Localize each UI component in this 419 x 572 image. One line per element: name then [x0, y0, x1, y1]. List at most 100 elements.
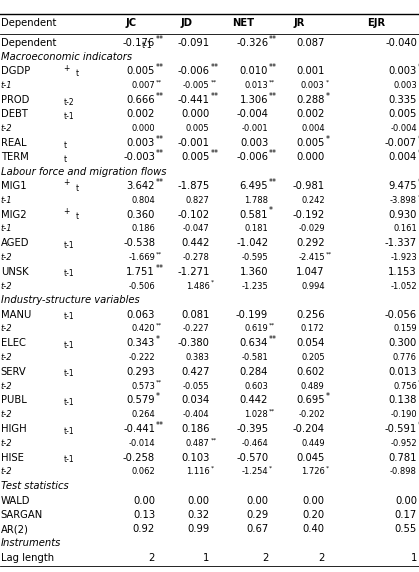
Text: DEBT: DEBT: [1, 109, 28, 120]
Text: 1.788: 1.788: [244, 196, 268, 205]
Text: -0.395: -0.395: [236, 424, 268, 434]
Text: 0.001: 0.001: [296, 66, 325, 77]
Text: -0.326: -0.326: [236, 38, 268, 48]
Text: **: **: [156, 135, 164, 144]
Text: **: **: [156, 251, 162, 256]
Text: 0.827: 0.827: [186, 196, 210, 205]
Text: 2: 2: [262, 553, 268, 563]
Text: **: **: [269, 408, 275, 414]
Text: 0.005: 0.005: [296, 138, 325, 148]
Text: 0.40: 0.40: [303, 524, 325, 534]
Text: t-1: t-1: [142, 41, 153, 50]
Text: -0.004: -0.004: [236, 109, 268, 120]
Text: *: *: [418, 194, 419, 199]
Text: 1: 1: [411, 553, 417, 563]
Text: **: **: [156, 149, 164, 158]
Text: **: **: [210, 80, 217, 85]
Text: *: *: [326, 80, 328, 85]
Text: 0.449: 0.449: [301, 439, 325, 448]
Text: Dependent: Dependent: [1, 18, 56, 28]
Text: +: +: [64, 207, 70, 216]
Text: 1.486: 1.486: [186, 281, 210, 291]
Text: 0.054: 0.054: [296, 338, 325, 348]
Text: **: **: [269, 323, 275, 328]
Text: -0.595: -0.595: [241, 253, 268, 262]
Text: **: **: [210, 92, 218, 101]
Text: AR(2): AR(2): [1, 524, 29, 534]
Text: 0.17: 0.17: [395, 510, 417, 520]
Text: -0.981: -0.981: [292, 181, 325, 191]
Text: 0.427: 0.427: [181, 367, 210, 377]
Text: -0.204: -0.204: [293, 424, 325, 434]
Text: 3.642: 3.642: [127, 181, 155, 191]
Text: 0.579: 0.579: [127, 395, 155, 406]
Text: -1.923: -1.923: [390, 253, 417, 262]
Text: -0.176: -0.176: [123, 38, 155, 48]
Text: 0.92: 0.92: [133, 524, 155, 534]
Text: t-1: t-1: [64, 341, 74, 350]
Text: -0.952: -0.952: [390, 439, 417, 448]
Text: **: **: [418, 149, 419, 158]
Text: t: t: [75, 69, 79, 78]
Text: t-1: t-1: [64, 455, 74, 464]
Text: -0.091: -0.091: [177, 38, 210, 48]
Text: 0.242: 0.242: [301, 196, 325, 205]
Text: HISE: HISE: [1, 452, 24, 463]
Text: 0.00: 0.00: [246, 495, 268, 506]
Text: 1.028: 1.028: [244, 410, 268, 419]
Text: 1.360: 1.360: [240, 267, 268, 277]
Text: t: t: [64, 141, 67, 150]
Text: Dependent: Dependent: [1, 38, 56, 48]
Text: 0.161: 0.161: [393, 224, 417, 233]
Text: 0.045: 0.045: [296, 452, 325, 463]
Text: -0.581: -0.581: [241, 353, 268, 362]
Text: 0.360: 0.360: [127, 209, 155, 220]
Text: t-1: t-1: [64, 370, 74, 379]
Text: 0.781: 0.781: [388, 452, 417, 463]
Text: *: *: [269, 206, 273, 216]
Text: 0.930: 0.930: [388, 209, 417, 220]
Text: Instruments: Instruments: [1, 538, 61, 549]
Text: *: *: [269, 466, 272, 471]
Text: Lag length: Lag length: [1, 553, 54, 563]
Text: 0.99: 0.99: [187, 524, 210, 534]
Text: 0.004: 0.004: [389, 152, 417, 162]
Text: 0.013: 0.013: [388, 367, 417, 377]
Text: 0.20: 0.20: [303, 510, 325, 520]
Text: 9.475: 9.475: [388, 181, 417, 191]
Text: 0.003: 0.003: [240, 138, 268, 148]
Text: 0.087: 0.087: [296, 38, 325, 48]
Text: **: **: [156, 63, 164, 73]
Text: 0.695: 0.695: [296, 395, 325, 406]
Text: 0.005: 0.005: [181, 152, 210, 162]
Text: t-2: t-2: [1, 124, 13, 133]
Text: 0.804: 0.804: [131, 196, 155, 205]
Text: t-2: t-2: [64, 98, 74, 107]
Text: -0.005: -0.005: [183, 81, 210, 90]
Text: -0.898: -0.898: [390, 467, 417, 476]
Text: 0.013: 0.013: [244, 81, 268, 90]
Text: Macroeconomic indicators: Macroeconomic indicators: [1, 52, 132, 62]
Text: MIG2: MIG2: [1, 209, 26, 220]
Text: 2: 2: [149, 553, 155, 563]
Text: **: **: [326, 251, 332, 256]
Text: 0.103: 0.103: [181, 452, 210, 463]
Text: -0.056: -0.056: [385, 309, 417, 320]
Text: -1.337: -1.337: [385, 238, 417, 248]
Text: t-1: t-1: [1, 224, 13, 233]
Text: 0.581: 0.581: [240, 209, 268, 220]
Text: 0.186: 0.186: [131, 224, 155, 233]
Text: +: +: [64, 64, 70, 73]
Text: t-1: t-1: [1, 81, 13, 90]
Text: *: *: [326, 392, 330, 402]
Text: 1.726: 1.726: [301, 467, 325, 476]
Text: **: **: [418, 380, 419, 385]
Text: t-1: t-1: [64, 112, 74, 121]
Text: 1.116: 1.116: [186, 467, 210, 476]
Text: 0.172: 0.172: [301, 324, 325, 333]
Text: 0.67: 0.67: [246, 524, 268, 534]
Text: 0.005: 0.005: [388, 109, 417, 120]
Text: 0.13: 0.13: [133, 510, 155, 520]
Text: **: **: [418, 63, 419, 73]
Text: -0.190: -0.190: [390, 410, 417, 419]
